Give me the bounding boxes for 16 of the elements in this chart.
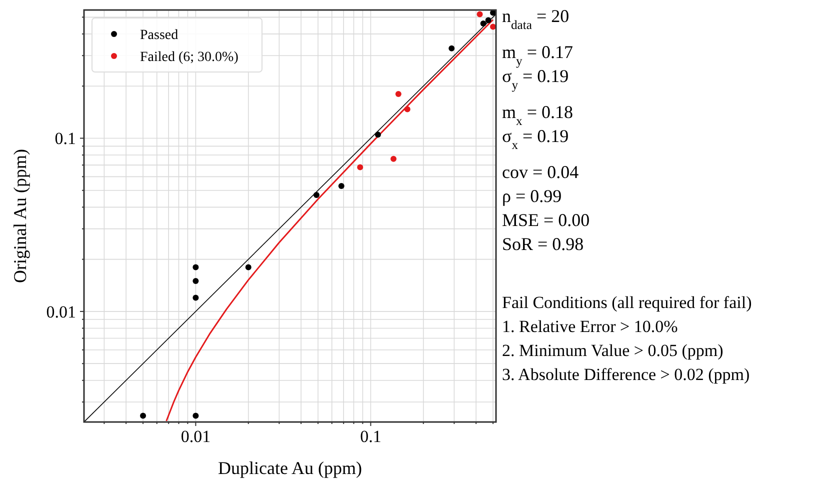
text: SoR = 0.98 <box>502 234 584 254</box>
text: σ$_{x}$ = 0.19 <box>502 126 569 152</box>
x-axis-title: Duplicate Au (ppm) <box>218 458 362 478</box>
text: m$_{x}$ = 0.18 <box>502 102 573 128</box>
legend-label: Passed <box>140 28 178 43</box>
y-axis-title: Original Au (ppm) <box>10 149 30 283</box>
text: Fail Conditions (all required for fail) <box>502 293 752 312</box>
text: n$_{data}$ = 20 <box>502 6 570 32</box>
text: ρ = 0.99 <box>502 186 562 206</box>
text: MSE = 0.00 <box>502 210 590 230</box>
text: 2. Minimum Value > 0.05 (ppm) <box>502 341 724 360</box>
text: 1. Relative Error > 10.0% <box>502 317 678 336</box>
text: cov = 0.04 <box>502 162 579 182</box>
text: 3. Absolute Difference > 0.02 (ppm) <box>502 365 750 384</box>
text: m$_{y}$ = 0.17 <box>502 42 573 68</box>
legend-label: Failed (6; 30.0%) <box>140 50 239 65</box>
